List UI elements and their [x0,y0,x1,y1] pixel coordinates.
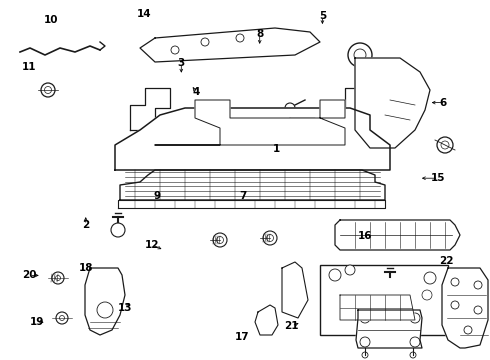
Circle shape [474,281,482,289]
Polygon shape [442,268,488,348]
Circle shape [285,103,295,113]
Circle shape [451,301,459,309]
Text: 21: 21 [284,321,299,331]
Circle shape [59,315,65,320]
Text: 17: 17 [235,332,250,342]
Polygon shape [330,88,370,130]
Circle shape [171,46,179,54]
Circle shape [354,49,366,61]
Circle shape [267,234,273,242]
Polygon shape [155,100,345,145]
Text: 19: 19 [29,317,44,327]
Polygon shape [85,268,125,335]
Polygon shape [282,262,308,318]
Circle shape [45,86,51,94]
Circle shape [362,352,368,358]
Text: 11: 11 [22,62,37,72]
Text: 22: 22 [439,256,453,266]
Text: 8: 8 [256,29,263,39]
Polygon shape [335,220,460,250]
Text: 15: 15 [431,173,446,183]
Circle shape [383,278,397,292]
Circle shape [441,141,449,149]
Polygon shape [120,170,385,200]
Circle shape [345,265,355,275]
Text: 13: 13 [118,303,132,313]
Circle shape [236,34,244,42]
Circle shape [410,337,420,347]
Circle shape [410,313,420,323]
Polygon shape [356,310,422,348]
Polygon shape [115,108,390,170]
Circle shape [348,43,372,67]
Circle shape [242,112,248,118]
Circle shape [97,302,113,318]
Polygon shape [340,295,415,320]
Circle shape [360,337,370,347]
Bar [320,265,448,335]
Polygon shape [355,58,430,148]
Circle shape [410,352,416,358]
Circle shape [55,275,60,280]
Text: 20: 20 [22,270,37,280]
Text: 3: 3 [178,58,185,68]
Text: 2: 2 [82,220,89,230]
Circle shape [329,269,341,281]
Text: 12: 12 [145,240,159,250]
Circle shape [250,127,260,137]
Circle shape [111,223,125,237]
Circle shape [474,306,482,314]
Polygon shape [255,305,278,335]
Text: 7: 7 [239,191,246,201]
Text: 9: 9 [153,191,160,201]
Text: 5: 5 [319,11,326,21]
Circle shape [201,38,209,46]
Text: 14: 14 [137,9,152,19]
Circle shape [52,272,64,284]
Polygon shape [118,200,385,208]
Circle shape [360,313,370,323]
Text: 18: 18 [78,263,93,273]
Text: 6: 6 [440,98,447,108]
Circle shape [437,137,453,153]
Polygon shape [140,28,320,62]
Text: 16: 16 [358,231,372,241]
Circle shape [424,272,436,284]
Text: 10: 10 [44,15,59,25]
Circle shape [213,233,227,247]
Circle shape [464,326,472,334]
Circle shape [217,237,223,243]
Text: 1: 1 [273,144,280,154]
Circle shape [263,231,277,245]
Circle shape [239,109,251,121]
Circle shape [422,290,432,300]
Circle shape [41,83,55,97]
Circle shape [56,312,68,324]
Circle shape [451,278,459,286]
Polygon shape [130,88,170,130]
Polygon shape [285,118,318,138]
Text: 4: 4 [192,87,200,97]
